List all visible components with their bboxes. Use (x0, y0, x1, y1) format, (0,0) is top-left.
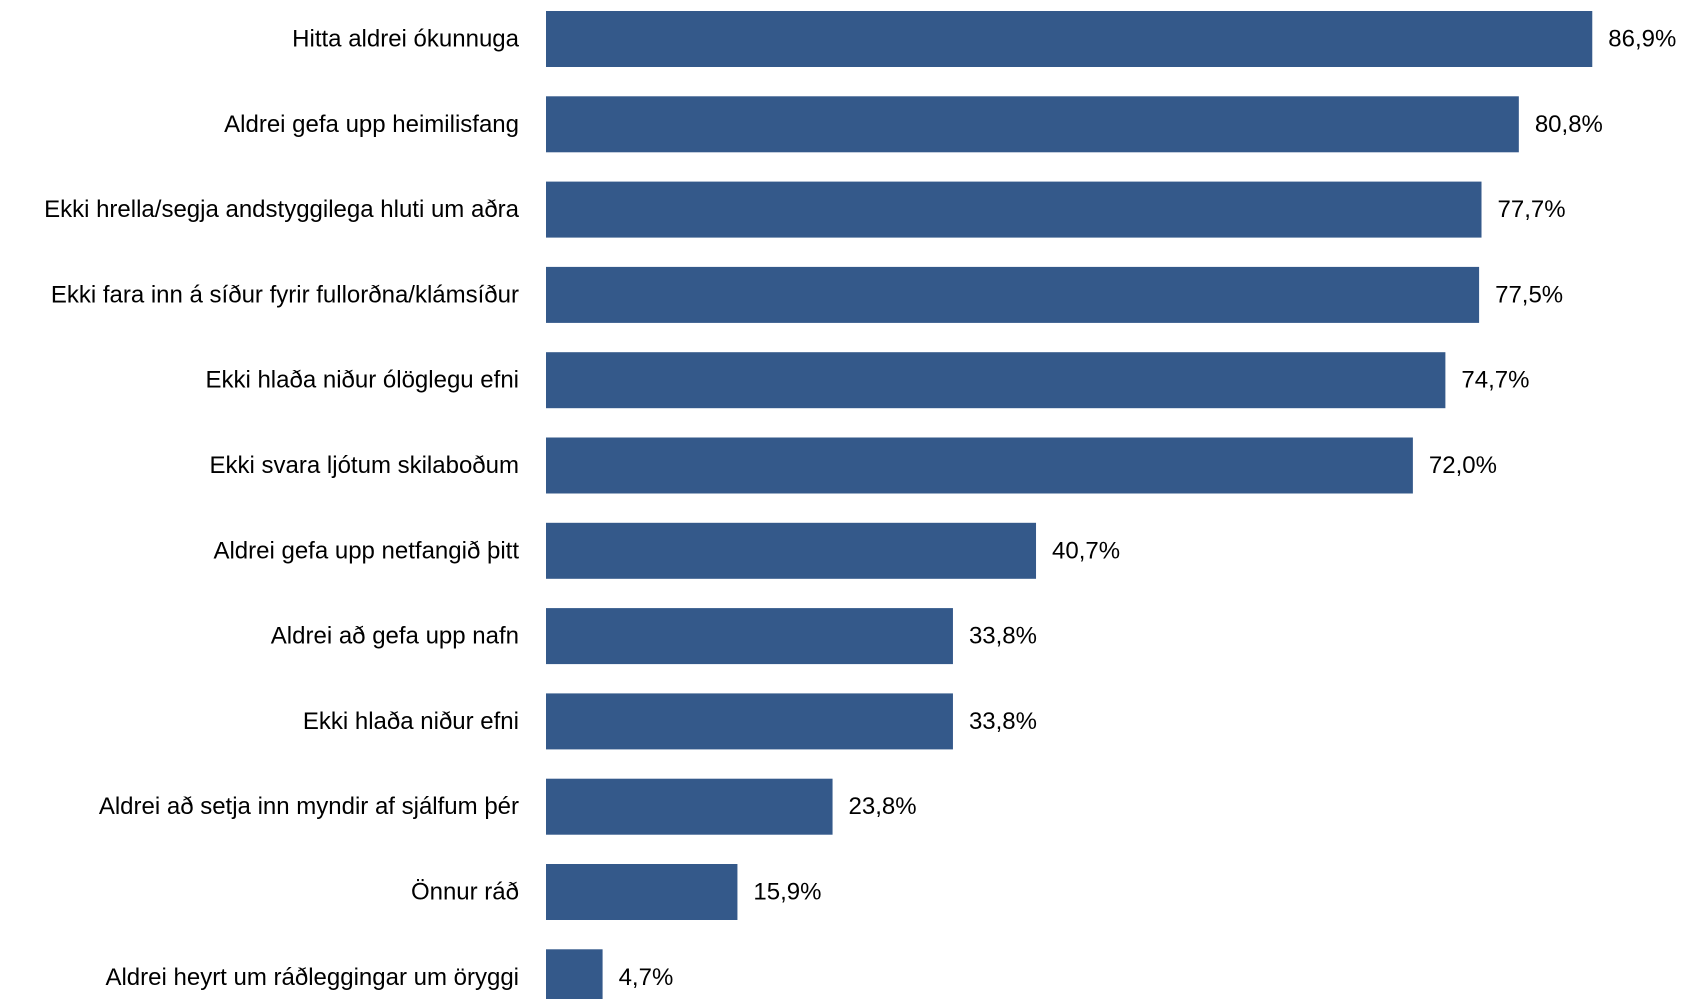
value-label: 23,8% (849, 793, 917, 820)
category-label: Aldrei að gefa upp nafn (271, 623, 519, 650)
bar (546, 693, 953, 750)
category-label: Ekki hlaða niður efni (303, 708, 519, 735)
category-label: Aldrei heyrt um ráðleggingar um öryggi (105, 964, 519, 991)
category-label: Aldrei gefa upp netfangið þitt (213, 537, 519, 564)
category-label: Ekki hlaða niður ólöglegu efni (205, 367, 519, 394)
value-label: 40,7% (1052, 537, 1120, 564)
value-label: 74,7% (1461, 367, 1529, 394)
category-label: Önnur ráð (411, 879, 519, 906)
category-label: Ekki fara inn á síður fyrir fullorðna/kl… (51, 281, 519, 308)
bar (546, 181, 1482, 238)
bar (546, 522, 1037, 579)
bar (546, 11, 1593, 67)
value-label: 15,9% (753, 879, 821, 906)
bars-layer (546, 11, 1593, 999)
bar (546, 96, 1519, 153)
category-label: Hitta aldrei ókunnuga (292, 26, 519, 53)
value-label: 80,8% (1535, 111, 1603, 138)
category-label: Ekki svara ljótum skilaboðum (210, 452, 519, 479)
bar (546, 266, 1480, 323)
value-label: 33,8% (969, 708, 1037, 735)
category-label: Ekki hrella/segja andstyggilega hluti um… (44, 196, 520, 223)
bar (546, 949, 603, 999)
value-label: 77,5% (1495, 281, 1563, 308)
category-label: Aldrei gefa upp heimilisfang (224, 111, 519, 138)
bar (546, 608, 953, 665)
bar (546, 437, 1413, 494)
value-label: 72,0% (1429, 452, 1497, 479)
value-label: 86,9% (1608, 26, 1676, 53)
value-labels: 86,9% 80,8% 77,7% 77,5% 74,7% 72,0% 40,7% 33,8%… (619, 26, 1677, 991)
value-label: 4,7% (619, 964, 674, 991)
category-labels: Hitta aldrei ókunnuga Aldrei gefa upp hei… (44, 26, 520, 991)
value-label: 33,8% (969, 623, 1037, 650)
bar (546, 864, 738, 920)
bar (546, 778, 833, 835)
bar (546, 352, 1446, 409)
category-label: Aldrei að setja inn myndir af sjálfum þé… (99, 793, 519, 820)
value-label: 77,7% (1498, 196, 1566, 223)
